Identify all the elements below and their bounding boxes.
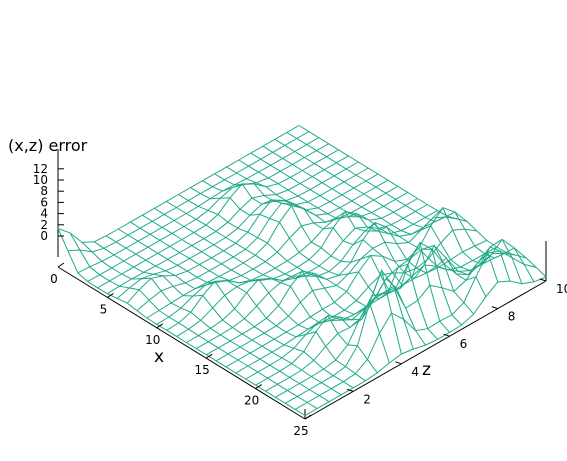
y-tick-label: 2 [363, 392, 371, 406]
x-tick-label: 5 [100, 302, 108, 316]
x-tick-mark [58, 263, 64, 267]
mesh-line-along-z [58, 126, 299, 243]
y-tick-label: 4 [411, 365, 419, 379]
mesh-line-along-x [191, 188, 438, 340]
y-tick-label: 8 [508, 310, 516, 324]
mesh-line-along-x [70, 233, 317, 409]
y-axis-title: z [422, 360, 431, 380]
mesh-line-along-z [275, 243, 516, 398]
y-tick-mark [492, 307, 498, 309]
mesh-line-along-z [78, 138, 319, 273]
y-tick-mark [540, 279, 546, 281]
y-tick-label: 10 [556, 282, 567, 296]
mesh-line-along-z [266, 245, 507, 391]
mesh-line-along-z [98, 150, 339, 288]
mesh-line-along-z [236, 229, 477, 373]
x-tick-label: 20 [244, 394, 259, 408]
x-tick-label: 10 [145, 333, 160, 347]
mesh-line-along-x [94, 242, 341, 395]
x-tick-label: 25 [293, 424, 308, 438]
mesh-line-along-z [256, 247, 497, 385]
mesh-line-along-x [82, 242, 329, 401]
mesh-line-along-z [305, 277, 546, 416]
mesh-line-along-z [147, 180, 388, 318]
x-tick-label: 0 [50, 272, 58, 286]
x-tick-mark [305, 415, 311, 419]
z-tick-label: 12 [33, 162, 48, 176]
x-axis-title: x [154, 347, 164, 367]
x-tick-label: 15 [195, 363, 210, 377]
y-tick-mark [395, 362, 401, 364]
mesh-line-along-z [295, 251, 536, 409]
y-tick-label: 6 [460, 337, 468, 351]
y-axis-line [305, 281, 546, 419]
surface-mesh [58, 126, 546, 416]
mesh-line-along-x [58, 229, 305, 416]
z-axis-title: (x,z) error [8, 136, 88, 155]
mesh-line-along-z [88, 144, 329, 282]
